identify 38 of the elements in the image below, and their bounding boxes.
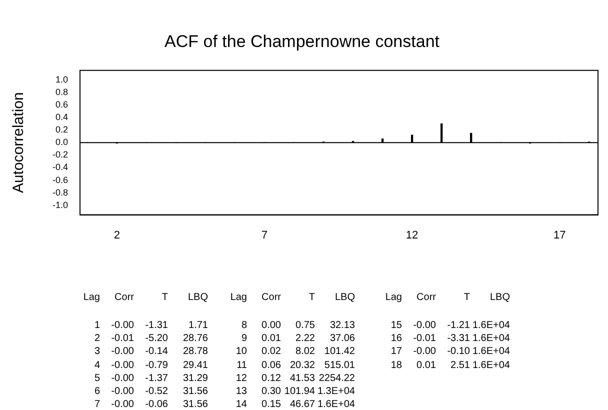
text: 4 -0.00 -0.79 29.41: [94, 360, 208, 371]
y-tick-label: -1.0: [52, 200, 68, 210]
text: 1 -0.00 -1.31 1.71: [94, 320, 208, 331]
text: 12 0.12 41.53 2254.22: [236, 372, 355, 384]
y-tick-label: -0.6: [52, 174, 68, 185]
y-tick-label: -0.4: [52, 162, 68, 172]
text: 8 0.00 0.75 32.13: [241, 320, 355, 331]
text: 15 -0.00 -1.21 1.6E+04: [390, 320, 510, 331]
chart-title: ACF of the Champernowne constant: [164, 32, 440, 51]
text: 16 -0.01 -3.31 1.6E+04: [390, 333, 510, 344]
text: 11 0.06 20.32 515.01: [236, 360, 355, 371]
text: 18 0.01 2.51 1.6E+04: [390, 360, 510, 371]
y-tick-label: 0.2: [55, 124, 68, 135]
text: 6 -0.00 -0.52 31.56: [94, 386, 208, 397]
x-tick-label: 7: [261, 229, 268, 242]
y-tick-label: 0.4: [55, 112, 68, 122]
x-tick-label: 2: [114, 229, 120, 242]
text: 9 0.01 2.22 37.06: [241, 333, 355, 344]
text: 10 0.02 8.02 101.42: [236, 346, 355, 358]
y-tick-label: -0.2: [52, 150, 68, 160]
text: Lag Corr T LBQ: [230, 292, 355, 303]
text: 3 -0.00 -0.14 28.78: [94, 346, 208, 358]
x-tick-label: 17: [554, 229, 566, 242]
text: Lag Corr T LBQ: [385, 292, 510, 303]
text: 17 -0.00 -0.10 1.6E+04: [390, 346, 510, 358]
y-tick-label: 1.0: [55, 74, 68, 84]
text: 14 0.15 46.67 1.6E+04: [236, 399, 355, 410]
text: 13 0.30 101.94 1.3E+04: [236, 386, 355, 397]
text: 7 -0.00 -0.06 31.56: [94, 399, 208, 410]
y-tick-label: 0.8: [55, 86, 68, 97]
y-tick-label: -0.8: [52, 187, 68, 198]
y-axis-title: Autocorrelation: [10, 92, 28, 194]
y-tick-label: 0.6: [55, 99, 68, 110]
text: Lag Corr T LBQ: [83, 292, 208, 303]
x-tick-label: 12: [406, 229, 418, 242]
text: 5 -0.00 -1.37 31.29: [94, 372, 208, 384]
y-tick-label: 0.0: [55, 137, 68, 148]
text: 2 -0.01 -5.20 28.76: [94, 333, 208, 344]
